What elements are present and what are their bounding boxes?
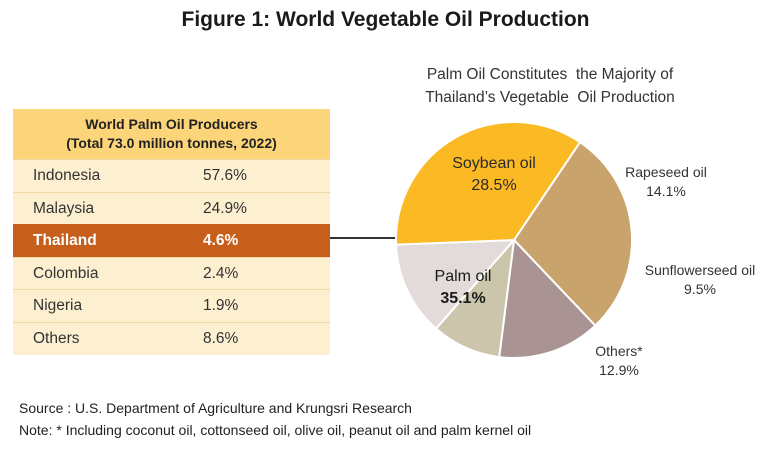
table-header: World Palm Oil Producers (Total 73.0 mil…	[13, 109, 330, 159]
table-row-thailand: Thailand 4.6%	[13, 224, 330, 257]
country-share: 57.6%	[203, 167, 247, 184]
pie-label: Sunflowerseed oil	[645, 262, 756, 278]
country-share: 1.9%	[203, 297, 239, 315]
table-row-colombia: Colombia 2.4%	[13, 256, 330, 290]
pie-slice-others	[395, 238, 517, 330]
source-text: Source : U.S. Department of Agriculture …	[19, 400, 412, 416]
country-name: Indonesia	[33, 167, 101, 184]
pie-value-label: 12.9%	[599, 362, 639, 378]
pie-value-label: 14.1%	[646, 183, 686, 199]
pie-slice-rapeseed-oil	[498, 237, 597, 359]
table-row-others: Others 8.6%	[13, 321, 330, 355]
pie-value-label: 35.1%	[440, 290, 485, 307]
pie-title-line-2: Thailand’s Vegetable Oil Production	[425, 89, 675, 106]
pie-label: Others*	[595, 343, 643, 359]
table-row-nigeria: Nigeria 1.9%	[13, 289, 330, 322]
country-share: 4.6%	[203, 232, 239, 250]
country-name: Others	[33, 329, 80, 347]
pie-value-label: 28.5%	[471, 177, 516, 194]
country-name: Colombia	[33, 264, 99, 282]
country-name: Thailand	[33, 232, 97, 250]
pie-label: Palm oil	[435, 268, 492, 285]
country-name: Malaysia	[33, 199, 95, 217]
pie-value-label: 9.5%	[684, 281, 716, 297]
pie-title-line-1: Palm Oil Constitutes the Majority of	[426, 66, 674, 83]
table-row-indonesia: Indonesia 57.6%	[13, 159, 330, 192]
table-header-title: World Palm Oil Producers	[85, 116, 258, 132]
connector-line	[330, 237, 417, 239]
country-name: Nigeria	[33, 297, 83, 315]
palm-oil-producers-table: World Palm Oil Producers (Total 73.0 mil…	[13, 109, 330, 355]
table-header-subtitle: (Total 73.0 million tonnes, 2022)	[66, 135, 277, 151]
country-share: 2.4%	[203, 264, 239, 282]
pie-label: Soybean oil	[452, 155, 536, 172]
table-row-malaysia: Malaysia 24.9%	[13, 191, 330, 225]
note-text: Note: * Including coconut oil, cottonsee…	[19, 422, 532, 438]
pie-label: Rapeseed oil	[625, 164, 707, 180]
pie-slice-palm-oil	[395, 121, 582, 246]
pie-chart-title: Palm Oil Constitutes the Majority of Tha…	[345, 63, 755, 109]
country-share: 8.6%	[203, 329, 239, 347]
pie-slice-soybean-oil	[512, 140, 633, 328]
figure-title: Figure 1: World Vegetable Oil Production	[181, 8, 590, 31]
country-share: 24.9%	[203, 199, 247, 217]
